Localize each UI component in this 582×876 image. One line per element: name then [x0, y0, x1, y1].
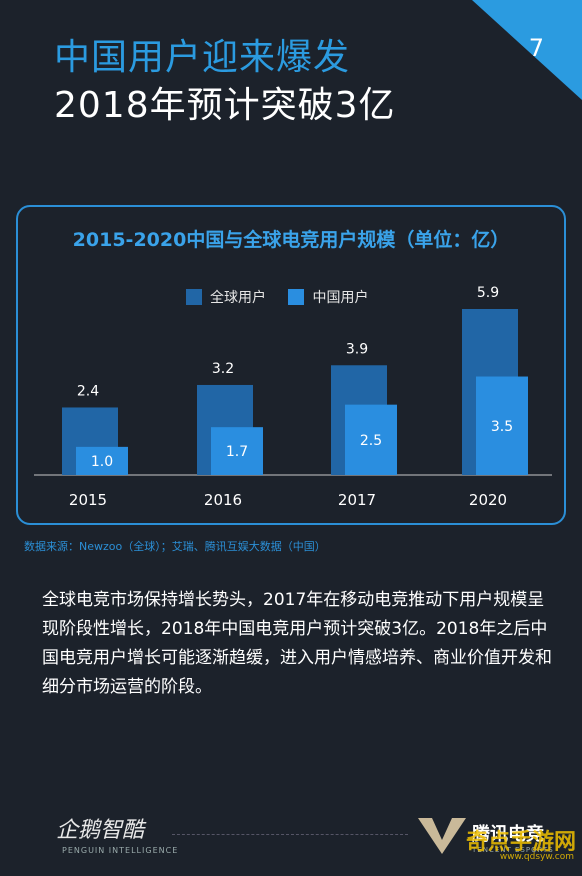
data-label-china-2017: 2.5	[360, 433, 382, 449]
bar-china-2016	[211, 427, 263, 475]
watermark: 奇点手游网	[465, 830, 576, 855]
legend-item-global: 全球用户	[186, 287, 266, 307]
x-tick-label-2020: 2020	[469, 491, 507, 509]
page-number: 7	[528, 34, 544, 62]
legend-label-global: 全球用户	[210, 290, 266, 306]
data-label-china-2016: 1.7	[226, 444, 248, 460]
penguin-intelligence-logo: 企鹅智酷	[56, 818, 145, 843]
body-paragraph: 全球电竞市场保持增长势头，2017年在移动电竞推动下用户规模呈现阶段性增长，20…	[42, 590, 552, 697]
page-title: 中国用户迎来爆发	[54, 37, 351, 78]
page-number-badge	[472, 0, 582, 100]
data-source: 数据来源：Newzoo（全球）；艾瑞、腾讯互娱大数据（中国）	[24, 540, 326, 553]
x-tick-label-2015: 2015	[69, 491, 107, 509]
x-tick-label-2016: 2016	[204, 491, 242, 509]
legend-swatch-china	[288, 289, 305, 305]
x-tick-label-2017: 2017	[338, 491, 376, 509]
legend-label-china: 中国用户	[312, 290, 369, 306]
data-label-china-2020: 3.5	[491, 419, 513, 435]
page-subtitle: 2018年预计突破3亿	[54, 85, 396, 126]
penguin-intelligence-logo-sub: PENGUIN INTELLIGENCE	[62, 846, 179, 855]
bar-chart: 2.4 1.0 2015 3.2 1.7 2016 3.9 2.5 2017 5.9 3.5 2020	[34, 285, 552, 509]
footer-divider	[172, 834, 408, 835]
tencent-esports-v-icon	[418, 818, 466, 854]
bar-china-2017	[345, 404, 397, 475]
data-label-china-2015: 1.0	[91, 454, 113, 470]
chart-container: 2015-2020中国与全球电竞用户规模（单位：亿） 全球用户 中国用户 2.4…	[16, 205, 566, 525]
tencent-esports-logo-sub: TENCENT ESPORTS	[472, 846, 554, 854]
watermark-url: www.qdsyw.com	[499, 852, 574, 862]
data-label-global-2017: 3.9	[346, 341, 368, 357]
data-label-global-2015: 2.4	[77, 383, 99, 399]
chart-legend: 全球用户 中国用户	[186, 287, 386, 307]
data-label-global-2020: 5.9	[477, 285, 499, 301]
tencent-esports-logo: 腾讯电竞	[472, 824, 544, 845]
data-label-global-2016: 3.2	[212, 361, 234, 377]
legend-swatch-global	[186, 289, 202, 305]
legend-item-china: 中国用户	[288, 287, 368, 307]
bar-china-2015	[76, 446, 128, 475]
chart-title: 2015-2020中国与全球电竞用户规模（单位：亿）	[72, 229, 510, 251]
bar-china-2020	[476, 376, 528, 475]
